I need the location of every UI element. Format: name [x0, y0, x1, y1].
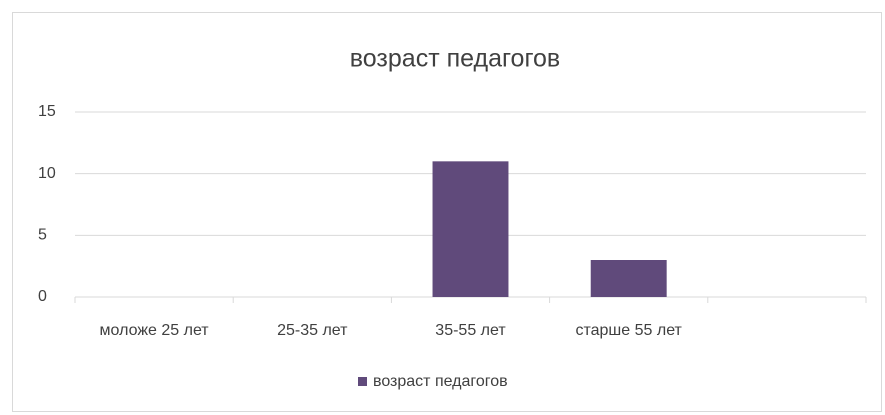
legend-label: возраст педагогов: [373, 373, 508, 390]
y-tick-label: 5: [38, 227, 47, 244]
chart-title: возраст педагогов: [350, 45, 560, 73]
legend-swatch: [358, 377, 367, 386]
y-tick-label: 0: [38, 288, 47, 305]
x-tick-label: старше 55 лет: [575, 322, 682, 339]
x-tick-label: 35-55 лет: [435, 322, 506, 339]
x-tick-label: 25-35 лет: [277, 322, 348, 339]
y-tick-label: 10: [38, 165, 56, 182]
y-tick-label: 15: [38, 103, 56, 120]
x-tick-label: моложе 25 лет: [100, 322, 210, 339]
bar: [590, 260, 667, 297]
bar: [432, 161, 509, 297]
